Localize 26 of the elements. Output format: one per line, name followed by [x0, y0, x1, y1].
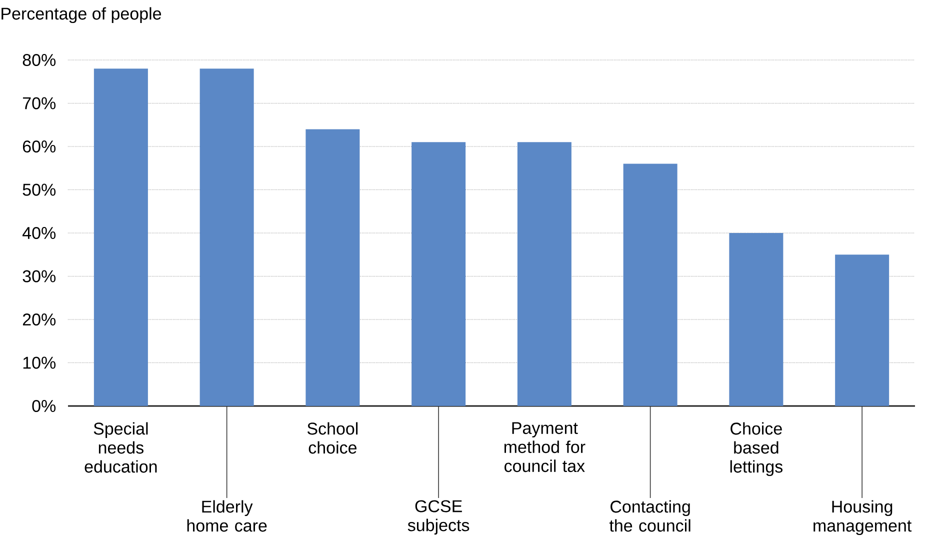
- bar: [623, 164, 678, 406]
- y-tick-label: 80%: [22, 54, 56, 66]
- bar: [729, 233, 784, 406]
- x-tick-label: Contacting the council: [609, 500, 690, 532]
- bar: [835, 254, 890, 406]
- y-tick-label: 20%: [22, 313, 56, 326]
- y-axis-title: Percentage of people: [2, 7, 162, 24]
- x-tick-label: Elderly home care: [187, 500, 267, 532]
- y-tick-label: 70%: [22, 97, 56, 110]
- x-tick-label: Special needs education: [84, 422, 157, 473]
- x-tick-label: School choice: [307, 422, 358, 454]
- y-tick-label: 10%: [23, 356, 56, 369]
- bar: [306, 129, 360, 406]
- bar: [200, 68, 254, 406]
- bar: [412, 142, 466, 406]
- y-tick-label: 40%: [22, 226, 56, 240]
- bar: [517, 142, 572, 406]
- y-tick-label: 0%: [32, 400, 56, 412]
- x-tick-label: Payment method for council tax: [504, 422, 586, 472]
- bar: [94, 68, 148, 406]
- y-tick-label: 60%: [22, 140, 56, 153]
- y-tick-label: 30%: [22, 270, 56, 282]
- x-tick-label: Choice based lettings: [730, 422, 783, 476]
- y-tick-label: 50%: [22, 184, 56, 196]
- x-tick-label: GCSE subjects: [408, 500, 470, 535]
- x-tick-label: Housing management: [814, 500, 912, 536]
